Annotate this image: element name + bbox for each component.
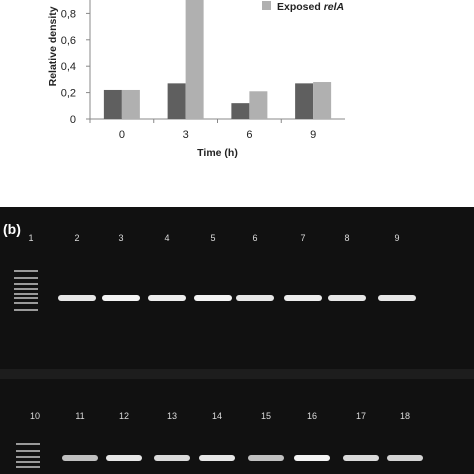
- y-axis-title: Relative density: [47, 6, 59, 86]
- ladder-band: [14, 302, 38, 304]
- ladder-band: [14, 270, 38, 272]
- gel-band: [58, 295, 96, 301]
- ladder-band: [16, 443, 40, 445]
- ladder-band: [14, 283, 38, 285]
- ladder-band: [16, 450, 40, 452]
- gel-band: [236, 295, 274, 301]
- gel-band: [154, 455, 190, 461]
- x-tick-label: 0: [119, 129, 125, 141]
- ladder-band: [16, 456, 40, 458]
- x-tick-label: 9: [310, 129, 316, 141]
- gel-band: [62, 455, 98, 461]
- x-tick-label: 3: [183, 129, 189, 141]
- bar-series-1-6: [231, 103, 250, 119]
- ladder-band: [14, 288, 38, 290]
- y-tick-label: 0,8: [61, 8, 76, 20]
- bar-series-1-0: [103, 89, 122, 119]
- lane-label-top: 7: [300, 233, 305, 243]
- gel-electrophoresis-panel: (b) 1 2 3 4 5 6 7 8 9 10 11 12 13 14 15 16 17 18: [0, 207, 474, 474]
- ladder-band: [14, 293, 38, 295]
- gel-band: [102, 295, 140, 301]
- gel-band: [194, 295, 232, 301]
- bar-exposed-rela-3: [185, 0, 204, 119]
- bar-exposed-rela-0: [121, 89, 140, 119]
- lane-label-bottom: 12: [119, 411, 129, 421]
- x-axis-title: Time (h): [197, 147, 238, 159]
- gel-band: [106, 455, 142, 461]
- bar-chart-panel: 0 0,2 0,4 0,6 0,8 0 3 6 9 Time (h) Relative densit…: [0, 0, 474, 200]
- gel-band: [387, 455, 423, 461]
- ladder-band: [14, 297, 38, 299]
- gel-band: [148, 295, 186, 301]
- panel-label-b: (b): [3, 221, 21, 237]
- lane-label-top: 8: [344, 233, 349, 243]
- ladder-band: [16, 466, 40, 468]
- legend-label-exposed-rela: Exposed relA: [277, 1, 344, 13]
- lane-label-top: 4: [164, 233, 169, 243]
- lane-label-bottom: 10: [30, 411, 40, 421]
- gel-divider: [0, 369, 474, 379]
- ladder-band: [14, 309, 38, 311]
- gel-band: [294, 455, 330, 461]
- lane-label-top: 9: [394, 233, 399, 243]
- lane-label-top: 1: [28, 233, 33, 243]
- bar-series-1-9: [295, 83, 314, 119]
- gel-band: [199, 455, 235, 461]
- y-tick-label: 0: [70, 114, 76, 126]
- gel-image: (b)1 2 3 4 5 6 7 8 910 11 12 13 14 15 16 17 18: [0, 221, 474, 468]
- lane-label-top: 3: [118, 233, 123, 243]
- lane-label-bottom: 15: [261, 411, 271, 421]
- bar-series-1-3: [167, 83, 186, 119]
- y-tick-label: 0,2: [61, 88, 76, 100]
- lane-label-bottom: 18: [400, 411, 410, 421]
- y-tick-label: 0,4: [61, 61, 76, 73]
- ladder-band: [14, 277, 38, 279]
- bar-chart: 0 0,2 0,4 0,6 0,8 0 3 6 9 Time (h) Relative densit…: [47, 0, 345, 159]
- lane-label-top: 5: [210, 233, 215, 243]
- gel-band: [328, 295, 366, 301]
- bar-exposed-rela-9: [313, 82, 332, 119]
- lane-label-bottom: 16: [307, 411, 317, 421]
- lane-label-bottom: 14: [212, 411, 222, 421]
- y-tick-label: 0,6: [61, 35, 76, 47]
- lane-label-bottom: 11: [75, 411, 84, 421]
- gel-band: [284, 295, 322, 301]
- lane-label-bottom: 17: [356, 411, 366, 421]
- bar-exposed-rela-6: [249, 91, 268, 119]
- x-tick-label: 6: [246, 129, 252, 141]
- gel-band: [343, 455, 379, 461]
- gel-band: [378, 295, 416, 301]
- lane-label-top: 2: [74, 233, 79, 243]
- legend-swatch-exposed-rela: [262, 1, 271, 10]
- gel-band: [248, 455, 284, 461]
- lane-label-top: 6: [252, 233, 257, 243]
- ladder-band: [16, 461, 40, 463]
- lane-label-bottom: 13: [167, 411, 177, 421]
